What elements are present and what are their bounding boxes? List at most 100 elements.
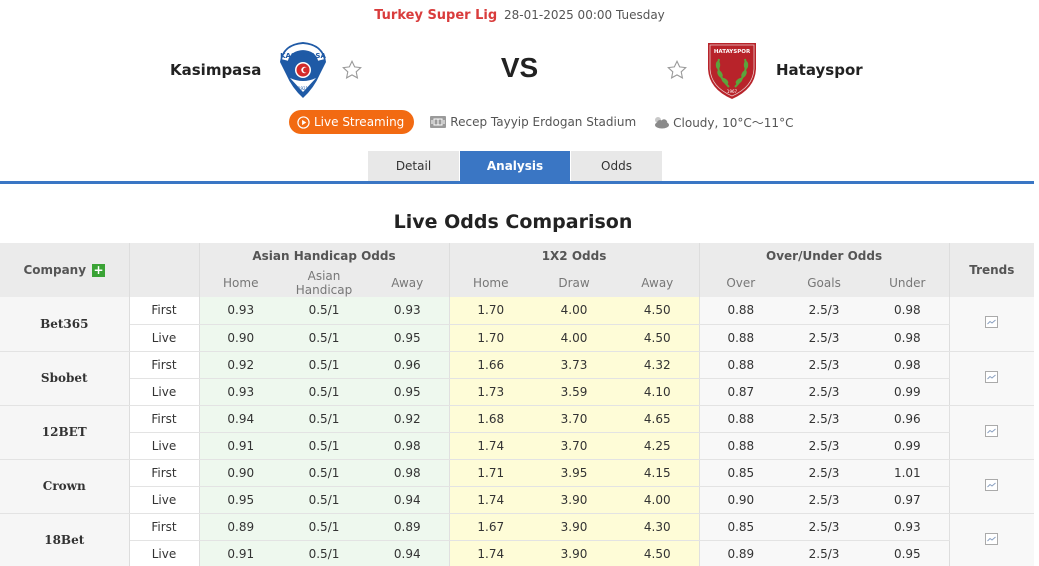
ou-under-odds[interactable]: 0.96 (866, 405, 950, 433)
tab-analysis[interactable]: Analysis (460, 151, 570, 181)
favorite-star-icon-away[interactable] (666, 59, 688, 81)
ou-under-odds[interactable]: 1.01 (866, 459, 950, 487)
x12-home-odds[interactable]: 1.70 (449, 297, 533, 325)
x12-home-odds[interactable]: 1.68 (449, 405, 533, 433)
ou-over-odds[interactable]: 0.87 (699, 378, 783, 406)
x12-home-odds[interactable]: 1.70 (449, 324, 533, 352)
x12-draw-odds[interactable]: 3.90 (532, 513, 617, 541)
ou-under-odds[interactable]: 0.99 (866, 378, 950, 406)
ah-away-odds[interactable]: 0.98 (366, 459, 450, 487)
ah-home-odds[interactable]: 0.90 (199, 459, 282, 487)
ou-goals[interactable]: 2.5/3 (782, 513, 867, 541)
ah-handicap[interactable]: 0.5/1 (282, 513, 366, 541)
x12-draw-odds[interactable]: 4.00 (532, 324, 617, 352)
x12-away-odds[interactable]: 4.15 (616, 459, 700, 487)
x12-home-odds[interactable]: 1.74 (449, 432, 533, 460)
ah-home-odds[interactable]: 0.94 (199, 405, 282, 433)
ou-over-odds[interactable]: 0.85 (699, 513, 783, 541)
x12-draw-odds[interactable]: 3.73 (532, 351, 617, 379)
ah-away-odds[interactable]: 0.98 (366, 432, 450, 460)
league-name[interactable]: Turkey Super Lig (374, 8, 498, 23)
ah-home-odds[interactable]: 0.89 (199, 513, 282, 541)
x12-away-odds[interactable]: 4.50 (616, 540, 700, 566)
ah-home-odds[interactable]: 0.91 (199, 432, 282, 460)
ah-home-odds[interactable]: 0.93 (199, 297, 282, 325)
ah-handicap[interactable]: 0.5/1 (282, 324, 366, 352)
ou-goals[interactable]: 2.5/3 (782, 378, 867, 406)
ah-home-odds[interactable]: 0.92 (199, 351, 282, 379)
trends-button[interactable] (948, 297, 1035, 352)
live-streaming-button[interactable]: Live Streaming (289, 110, 415, 134)
ou-over-odds[interactable]: 0.90 (699, 486, 783, 514)
ou-goals[interactable]: 2.5/3 (782, 432, 867, 460)
x12-draw-odds[interactable]: 3.70 (532, 405, 617, 433)
x12-draw-odds[interactable]: 4.00 (532, 297, 617, 325)
ah-away-odds[interactable]: 0.89 (366, 513, 450, 541)
ah-home-odds[interactable]: 0.90 (199, 324, 282, 352)
ah-away-odds[interactable]: 0.94 (366, 540, 450, 566)
ou-goals[interactable]: 2.5/3 (782, 459, 867, 487)
tab-odds[interactable]: Odds (571, 151, 662, 181)
company-name[interactable]: Bet365 (0, 297, 130, 352)
ou-under-odds[interactable]: 0.97 (866, 486, 950, 514)
ah-away-odds[interactable]: 0.95 (366, 324, 450, 352)
ah-handicap[interactable]: 0.5/1 (282, 405, 366, 433)
ou-under-odds[interactable]: 0.98 (866, 297, 950, 325)
ou-under-odds[interactable]: 0.98 (866, 324, 950, 352)
ou-over-odds[interactable]: 0.88 (699, 351, 783, 379)
x12-draw-odds[interactable]: 3.90 (532, 486, 617, 514)
company-name[interactable]: Crown (0, 459, 130, 514)
x12-draw-odds[interactable]: 3.59 (532, 378, 617, 406)
x12-home-odds[interactable]: 1.74 (449, 540, 533, 566)
x12-away-odds[interactable]: 4.00 (616, 486, 700, 514)
x12-home-odds[interactable]: 1.74 (449, 486, 533, 514)
ah-handicap[interactable]: 0.5/1 (282, 486, 366, 514)
x12-away-odds[interactable]: 4.50 (616, 324, 700, 352)
tab-detail[interactable]: Detail (368, 151, 459, 181)
ou-over-odds[interactable]: 0.88 (699, 432, 783, 460)
away-team-name[interactable]: Hatayspor (776, 61, 863, 79)
ou-under-odds[interactable]: 0.99 (866, 432, 950, 460)
trends-button[interactable] (948, 513, 1035, 566)
ou-goals[interactable]: 2.5/3 (782, 351, 867, 379)
ou-over-odds[interactable]: 0.88 (699, 324, 783, 352)
x12-away-odds[interactable]: 4.50 (616, 297, 700, 325)
home-team-logo[interactable]: KASIMPASA 1921 (273, 40, 333, 100)
x12-away-odds[interactable]: 4.32 (616, 351, 700, 379)
away-team-logo[interactable]: HATAYSPOR 1967 (702, 40, 762, 100)
trends-button[interactable] (948, 351, 1035, 406)
ah-home-odds[interactable]: 0.93 (199, 378, 282, 406)
add-company-plus-icon[interactable]: + (92, 263, 106, 277)
ou-goals[interactable]: 2.5/3 (782, 297, 867, 325)
company-name[interactable]: 12BET (0, 405, 130, 460)
ah-away-odds[interactable]: 0.93 (366, 297, 450, 325)
x12-away-odds[interactable]: 4.10 (616, 378, 700, 406)
x12-home-odds[interactable]: 1.66 (449, 351, 533, 379)
ah-away-odds[interactable]: 0.95 (366, 378, 450, 406)
x12-away-odds[interactable]: 4.30 (616, 513, 700, 541)
ou-goals[interactable]: 2.5/3 (782, 405, 867, 433)
ou-goals[interactable]: 2.5/3 (782, 540, 867, 566)
x12-draw-odds[interactable]: 3.90 (532, 540, 617, 566)
x12-home-odds[interactable]: 1.71 (449, 459, 533, 487)
company-name[interactable]: Sbobet (0, 351, 130, 406)
ah-handicap[interactable]: 0.5/1 (282, 540, 366, 566)
ah-handicap[interactable]: 0.5/1 (282, 459, 366, 487)
x12-draw-odds[interactable]: 3.95 (532, 459, 617, 487)
ou-over-odds[interactable]: 0.88 (699, 405, 783, 433)
ou-under-odds[interactable]: 0.93 (866, 513, 950, 541)
x12-home-odds[interactable]: 1.73 (449, 378, 533, 406)
ah-handicap[interactable]: 0.5/1 (282, 297, 366, 325)
ah-away-odds[interactable]: 0.92 (366, 405, 450, 433)
ou-over-odds[interactable]: 0.88 (699, 297, 783, 325)
ah-handicap[interactable]: 0.5/1 (282, 432, 366, 460)
ah-away-odds[interactable]: 0.94 (366, 486, 450, 514)
x12-draw-odds[interactable]: 3.70 (532, 432, 617, 460)
company-name[interactable]: 18Bet (0, 513, 130, 566)
trends-button[interactable] (948, 405, 1035, 460)
ah-handicap[interactable]: 0.5/1 (282, 378, 366, 406)
ou-over-odds[interactable]: 0.89 (699, 540, 783, 566)
ah-home-odds[interactable]: 0.95 (199, 486, 282, 514)
x12-away-odds[interactable]: 4.25 (616, 432, 700, 460)
trends-button[interactable] (948, 459, 1035, 514)
